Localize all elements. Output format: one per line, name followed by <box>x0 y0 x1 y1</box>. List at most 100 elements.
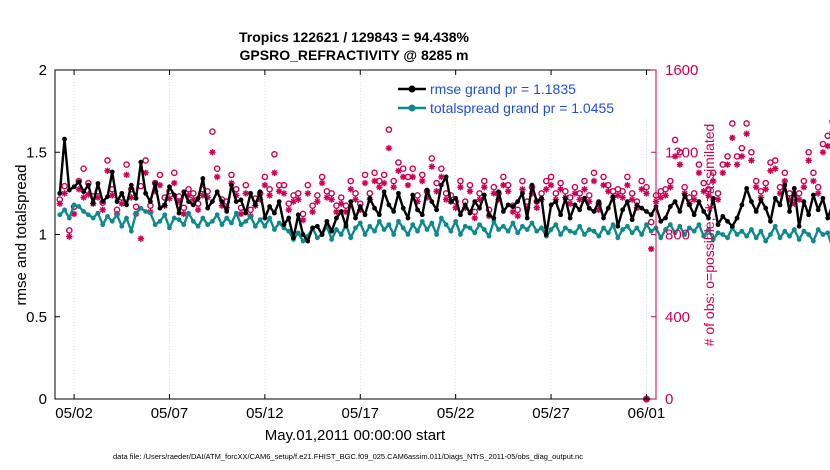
obs-possible-point <box>471 208 479 216</box>
rmse-point <box>176 210 182 216</box>
rmse-point <box>548 202 554 208</box>
rmse-point <box>62 136 67 142</box>
totalspread-point <box>229 220 234 226</box>
obs-assimilated-point <box>581 186 588 193</box>
obs-possible-point <box>676 148 684 156</box>
totalspread-line <box>58 203 830 244</box>
totalspread-point <box>376 218 382 224</box>
obs-assimilated-point <box>266 192 273 199</box>
obs-assimilated-point <box>314 198 321 205</box>
totalspread-point <box>157 218 163 224</box>
rmse-point <box>276 199 282 205</box>
totalspread-point <box>639 232 645 237</box>
rmse-point <box>520 190 525 196</box>
totalspread-point <box>510 220 516 226</box>
asterisk-stroke <box>729 135 736 141</box>
asterisk-stroke <box>362 180 368 186</box>
obs-assimilated-point <box>209 149 216 156</box>
axes-layer: 05/02 05/07 05/12 05/17 05/22 05/27 06/0100.51… <box>26 62 698 422</box>
totalspread-point <box>534 228 540 234</box>
rmse-point <box>725 218 730 224</box>
rmse-point <box>605 205 611 211</box>
obs-assimilated-point <box>695 169 703 177</box>
asterisk-stroke <box>238 211 244 217</box>
rmse-point <box>534 199 540 205</box>
rmse-point <box>658 218 664 224</box>
obs-assimilated-point <box>471 214 478 222</box>
totalspread-point <box>768 232 773 237</box>
obs-assimilated-point <box>819 149 827 156</box>
obs-possible-point <box>729 120 736 127</box>
rmse-point <box>634 202 640 208</box>
obs-possible-point <box>328 190 335 197</box>
asterisk-stroke <box>314 198 321 205</box>
totalspread-point <box>295 230 301 236</box>
asterisk-stroke <box>696 170 702 176</box>
rmse-point <box>672 199 678 205</box>
obs-assimilated-point <box>309 208 316 216</box>
asterisk-stroke <box>810 178 817 184</box>
obs-possible-point <box>132 203 140 211</box>
rmse-point <box>620 207 626 213</box>
totalspread-point <box>381 227 387 232</box>
asterisk-stroke <box>343 209 349 215</box>
totalspread-point <box>596 233 602 239</box>
rmse-point <box>233 199 239 205</box>
x-tick-label: 05/22 <box>437 405 475 422</box>
asterisk-stroke <box>80 194 87 201</box>
rmse-point <box>157 205 163 211</box>
rmse-point <box>415 207 420 213</box>
obs-assimilated-point <box>390 184 397 191</box>
obs-possible-point <box>738 144 746 152</box>
asterisk-stroke <box>739 153 745 160</box>
obs-possible-point <box>824 132 830 140</box>
totalspread-point <box>367 223 373 229</box>
asterisk-stroke <box>281 190 287 197</box>
totalspread-point <box>601 225 606 231</box>
obs-assimilated-point <box>399 173 407 181</box>
totalspread-point <box>152 222 158 228</box>
rmse-point <box>734 215 740 221</box>
totalspread-point <box>424 227 430 232</box>
totalspread-point <box>138 205 144 211</box>
obs-assimilated-point <box>380 179 388 187</box>
totalspread-point <box>272 227 277 232</box>
asterisk-stroke <box>266 192 273 199</box>
asterisk-stroke <box>443 196 449 203</box>
asterisk-stroke <box>710 178 717 184</box>
rmse-point <box>396 190 401 196</box>
rmse-point <box>281 222 287 228</box>
totalspread-point <box>472 230 478 236</box>
rmse-point <box>167 184 172 190</box>
rmse-point <box>706 215 711 221</box>
asterisk-stroke <box>572 190 578 197</box>
rmse-point <box>720 214 726 219</box>
asterisk-stroke <box>548 182 554 188</box>
obs-assimilated-point <box>194 206 202 214</box>
obs-assimilated-point <box>700 188 707 195</box>
obs-possible-point <box>209 128 216 135</box>
rmse-point <box>510 204 516 209</box>
obs-possible-point <box>185 185 192 193</box>
totalspread-point <box>477 222 482 228</box>
rmse-point <box>825 215 830 221</box>
rmse-point <box>171 192 177 198</box>
obs-assimilated-point <box>772 165 779 172</box>
obs-assimilated-point <box>733 161 741 168</box>
asterisk-stroke <box>419 178 426 184</box>
obs-possible-point <box>695 161 703 168</box>
obs-assimilated-point <box>104 167 111 174</box>
obs-possible-point <box>247 206 254 214</box>
rmse-point <box>324 218 330 224</box>
totalspread-point <box>763 238 769 244</box>
asterisk-stroke <box>333 209 340 215</box>
totalspread-point <box>658 235 664 241</box>
totalspread-point <box>610 222 616 228</box>
rmse-point <box>477 205 482 211</box>
obs-possible-point <box>337 194 345 201</box>
totalspread-point <box>252 223 258 229</box>
rmse-point <box>777 202 783 208</box>
totalspread-point <box>171 215 177 221</box>
totalspread-point <box>811 238 816 244</box>
rmse-point <box>458 212 463 218</box>
